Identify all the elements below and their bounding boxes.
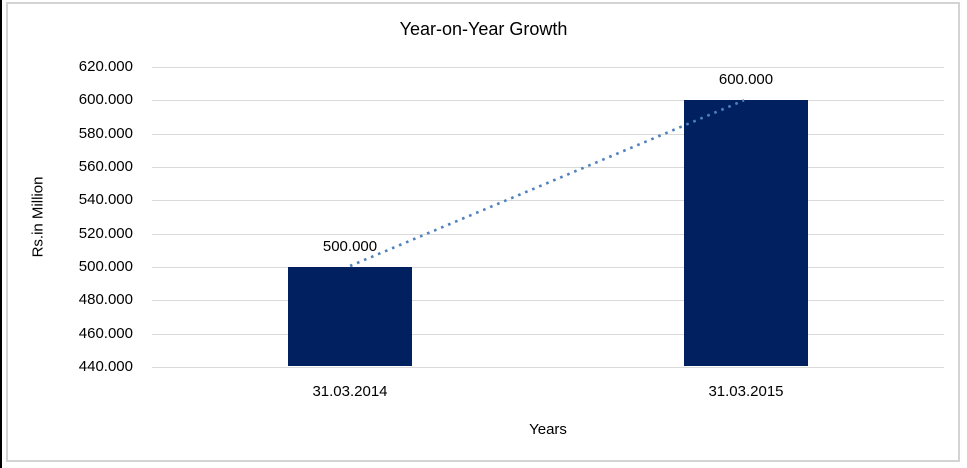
x-tick-label: 31.03.2014 — [312, 383, 388, 400]
y-tick-label: 620.000 — [78, 58, 133, 75]
y-tick-label: 500.000 — [78, 258, 133, 275]
y-tick-label: 540.000 — [78, 191, 133, 209]
gridline — [152, 367, 944, 368]
y-axis-title: Rs.in Million — [29, 176, 47, 258]
bar-31-03-2014 — [288, 267, 412, 366]
gridline — [152, 133, 944, 135]
gridline — [152, 300, 944, 302]
plot-area — [152, 67, 944, 368]
y-tick-label: 560.000 — [78, 158, 133, 175]
gridline — [152, 167, 944, 168]
gridline — [152, 333, 944, 335]
gridline — [152, 200, 944, 202]
bar-31-03-2015 — [684, 100, 808, 366]
bar-value-label: 600.000 — [718, 71, 774, 89]
bar-value-label: 500.000 — [322, 238, 378, 255]
gridline — [152, 100, 944, 102]
x-axis-title: Years — [529, 421, 567, 438]
y-tick-label: 480.000 — [78, 291, 133, 309]
gridline — [152, 267, 944, 268]
y-tick-label: 600.000 — [78, 91, 133, 109]
y-tick-label: 440.000 — [78, 358, 133, 375]
left-border-edge — [0, 0, 2, 468]
gridline — [152, 67, 944, 68]
gridline — [152, 233, 944, 235]
y-tick-label: 520.000 — [78, 224, 133, 242]
y-tick-label: 460.000 — [78, 324, 133, 342]
y-tick-label: 580.000 — [78, 124, 133, 142]
x-tick-label: 31.03.2015 — [708, 383, 784, 400]
chart-title: Year-on-Year Growth — [399, 19, 568, 39]
